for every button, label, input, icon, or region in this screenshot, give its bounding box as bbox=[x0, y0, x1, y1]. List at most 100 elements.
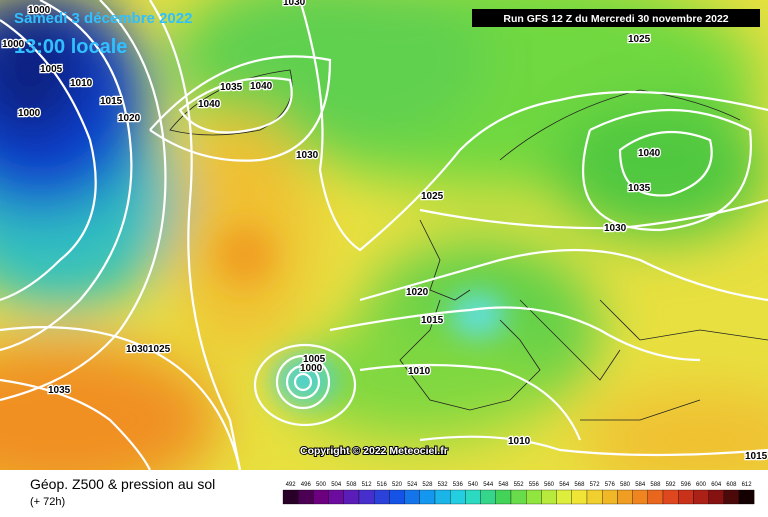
colorbar-tick-label: 548 bbox=[498, 482, 509, 488]
colorbar-swatch bbox=[343, 489, 360, 505]
colorbar-swatch bbox=[632, 489, 648, 505]
colorbar-swatch bbox=[586, 489, 603, 505]
colorbar-swatch bbox=[358, 489, 375, 505]
colorbar-tick-label: 520 bbox=[392, 482, 403, 488]
colorbar-tick-label: 600 bbox=[696, 482, 707, 488]
colorbar-tick-label: 560 bbox=[544, 482, 555, 488]
colorbar-swatch bbox=[617, 489, 633, 505]
colorbar-swatch bbox=[693, 489, 709, 505]
isobar-label: 1035 bbox=[628, 183, 651, 194]
isobar-label: 1040 bbox=[638, 148, 661, 159]
colorbar-tick-label: 528 bbox=[422, 482, 433, 488]
colorbar-tick-label: 580 bbox=[620, 482, 631, 488]
colorbar-swatch bbox=[647, 489, 664, 505]
colorbar-tick-label: 572 bbox=[590, 482, 601, 488]
colorbar-tick-label: 496 bbox=[301, 482, 312, 488]
colorbar-swatch bbox=[419, 489, 436, 505]
footer-lead: (+ 72h) bbox=[30, 496, 65, 508]
footer-title: Géop. Z500 & pression au sol bbox=[30, 476, 215, 492]
colorbar-tick-label: 576 bbox=[605, 482, 616, 488]
isobar-label: 1030 bbox=[296, 150, 319, 161]
colorbar-tick-label: 564 bbox=[559, 482, 570, 488]
colorbar-swatch bbox=[738, 489, 755, 505]
colorbar-swatch bbox=[556, 489, 572, 505]
colorbar-tick-label: 532 bbox=[438, 482, 449, 488]
copyright: Copyright © 2022 Meteociel.fr bbox=[300, 445, 448, 457]
colorbar-tick-label: 536 bbox=[453, 482, 464, 488]
isobar-label: 1005 bbox=[303, 354, 326, 365]
colorbar-tick-label: 492 bbox=[286, 482, 297, 488]
colorbar-tick-label: 612 bbox=[742, 482, 753, 488]
colorbar-tick-label: 608 bbox=[726, 482, 737, 488]
run-box bbox=[472, 9, 760, 27]
isobar-label: 1025 bbox=[628, 34, 651, 45]
isobar-label: 1000 bbox=[2, 39, 25, 50]
colorbar-swatch bbox=[662, 489, 679, 505]
colorbar-tick-label: 512 bbox=[362, 482, 373, 488]
isobar-label: 1035 bbox=[48, 385, 71, 396]
colorbar-tick-label: 500 bbox=[316, 482, 327, 488]
colorbar-swatch bbox=[541, 489, 557, 505]
isobar-label: 1000 bbox=[28, 5, 51, 16]
colorbar-tick-label: 596 bbox=[681, 482, 692, 488]
isobar-label: 1025 bbox=[148, 344, 171, 355]
colorbar-tick-label: 508 bbox=[346, 482, 357, 488]
colorbar-tick-label: 568 bbox=[574, 482, 585, 488]
colorbar-swatch bbox=[602, 489, 618, 505]
colorbar-swatch bbox=[434, 489, 451, 505]
colorbar-tick-label: 524 bbox=[407, 482, 418, 488]
isobar-label: 1020 bbox=[118, 113, 141, 124]
colorbar-swatch bbox=[495, 489, 512, 505]
colorbar-swatch bbox=[480, 489, 496, 505]
isobar-label: 1030 bbox=[283, 0, 306, 8]
isobar-label: 1000 bbox=[18, 108, 41, 119]
colorbar-swatch bbox=[404, 489, 420, 505]
isobar-label: 1040 bbox=[198, 99, 221, 110]
isobar-label: 1015 bbox=[100, 96, 123, 107]
colorbar-swatch bbox=[510, 489, 527, 505]
isobar-label: 1015 bbox=[745, 451, 768, 462]
colorbar-tick-label: 544 bbox=[483, 482, 494, 488]
colorbar-swatch bbox=[723, 489, 740, 505]
isobar-label: 1015 bbox=[421, 315, 444, 326]
isobar-label: 1000 bbox=[300, 363, 323, 374]
isobar-label: 1010 bbox=[508, 436, 531, 447]
colorbar-swatch bbox=[678, 489, 694, 505]
colorbar-tick-label: 592 bbox=[666, 482, 677, 488]
colorbar-swatch bbox=[298, 489, 314, 505]
colorbar-tick-label: 588 bbox=[650, 482, 661, 488]
colorbar-tick-label: 584 bbox=[635, 482, 646, 488]
colorbar-tick-label: 556 bbox=[529, 482, 540, 488]
colorbar-swatch bbox=[708, 489, 724, 505]
colorbar-swatch bbox=[374, 489, 390, 505]
colorbar: 492 496 500 504 508 512 516 520 524 528 532 536 540 5… bbox=[282, 482, 755, 505]
isobar-labels: 1000 1030 1000 1025 1005 1010 1015 1020 1000 1040… bbox=[1, 0, 768, 463]
isobar-label: 1010 bbox=[408, 366, 431, 377]
isobar-label: 1020 bbox=[406, 287, 429, 298]
isobar-label: 1030 bbox=[604, 223, 627, 234]
run-label: Run GFS 12 Z du Mercredi 30 novembre 202… bbox=[503, 13, 728, 25]
colorbar-tick-label: 552 bbox=[514, 482, 525, 488]
isobar-label: 1005 bbox=[40, 64, 63, 75]
date-label: Samedi 3 décembre 2022 bbox=[14, 10, 192, 27]
colorbar-swatch bbox=[465, 489, 481, 505]
colorbar-tick-label: 604 bbox=[711, 482, 722, 488]
colorbar-swatch bbox=[526, 489, 542, 505]
isobar-label: 1035 bbox=[220, 82, 243, 93]
colorbar-tick-label: 504 bbox=[331, 482, 342, 488]
time-label: 13:00 locale bbox=[14, 36, 127, 58]
colorbar-swatch bbox=[389, 489, 405, 505]
coastline bbox=[169, 69, 768, 421]
field bbox=[0, 0, 768, 470]
isobar-label: 1025 bbox=[421, 191, 444, 202]
colorbar-swatch bbox=[571, 489, 588, 505]
isobar-label: 1040 bbox=[250, 81, 273, 92]
colorbar-swatch bbox=[328, 489, 344, 505]
colorbar-tick-label: 516 bbox=[377, 482, 388, 488]
isobar-label: 1010 bbox=[70, 78, 93, 89]
colorbar-swatch bbox=[282, 489, 299, 505]
colorbar-tick-label: 540 bbox=[468, 482, 479, 488]
colorbar-swatch bbox=[313, 489, 329, 505]
isobars bbox=[0, 0, 768, 470]
